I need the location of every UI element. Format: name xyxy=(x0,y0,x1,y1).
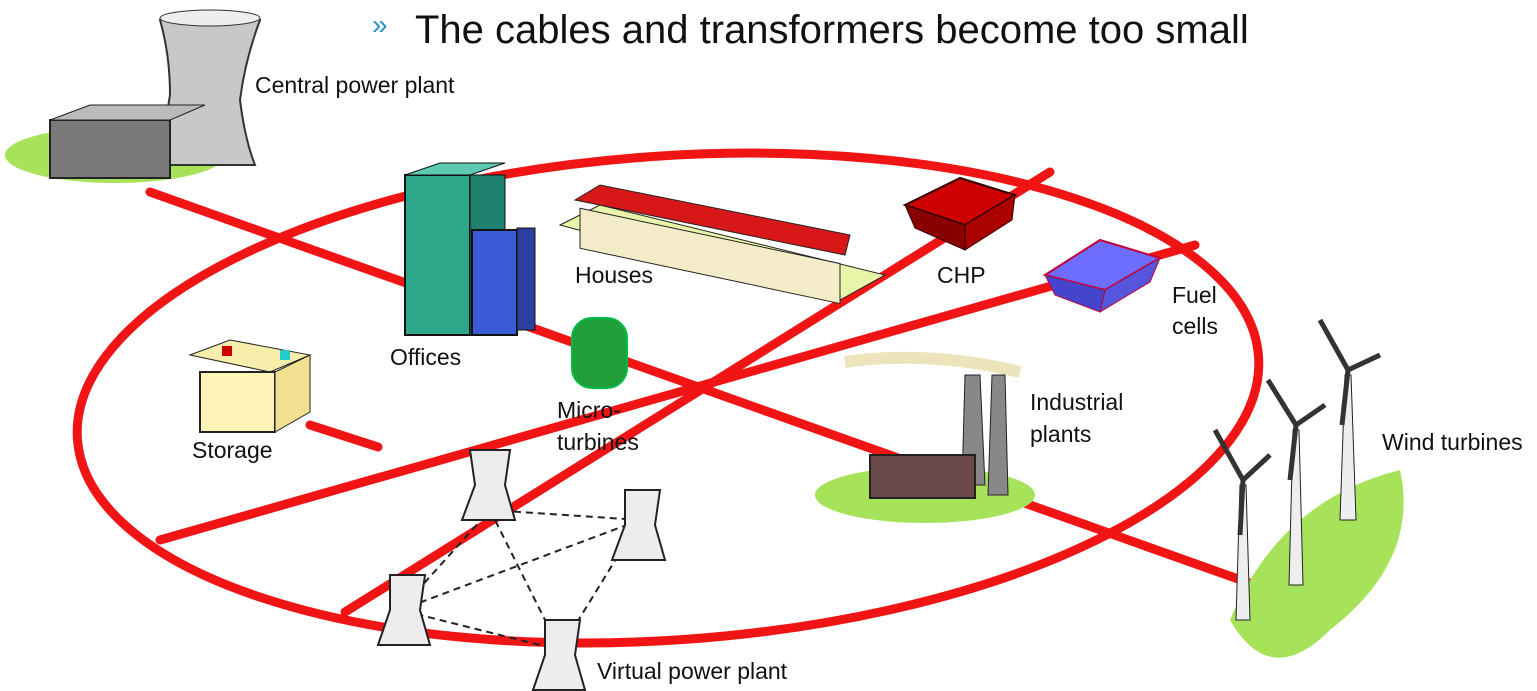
label: Houses xyxy=(575,262,653,288)
label: Virtual power plant xyxy=(597,658,788,684)
label: Central power plant xyxy=(255,72,455,98)
label: turbines xyxy=(557,429,639,455)
label: Industrial xyxy=(1030,389,1123,415)
label: plants xyxy=(1030,421,1091,447)
wind-icon xyxy=(1215,320,1404,658)
storage-icon xyxy=(190,340,310,432)
label: Offices xyxy=(390,344,461,370)
label: Storage xyxy=(192,437,273,463)
offices-icon xyxy=(405,163,535,335)
label: CHP xyxy=(937,262,986,288)
diagram: » The cables and transformers become too… xyxy=(0,0,1537,691)
fuel-cell-icon xyxy=(1045,240,1160,312)
label: Wind turbines xyxy=(1382,429,1523,455)
central-plant-icon xyxy=(5,10,260,183)
bullet: » xyxy=(372,9,388,40)
heading: The cables and transformers become too s… xyxy=(415,8,1249,52)
micro-turbine-icon xyxy=(572,318,627,388)
chp-icon xyxy=(905,178,1015,250)
label: cells xyxy=(1172,313,1218,339)
label: Micro- xyxy=(557,397,621,423)
virtual-plant-icon xyxy=(378,450,665,690)
label: Fuel xyxy=(1172,282,1217,308)
